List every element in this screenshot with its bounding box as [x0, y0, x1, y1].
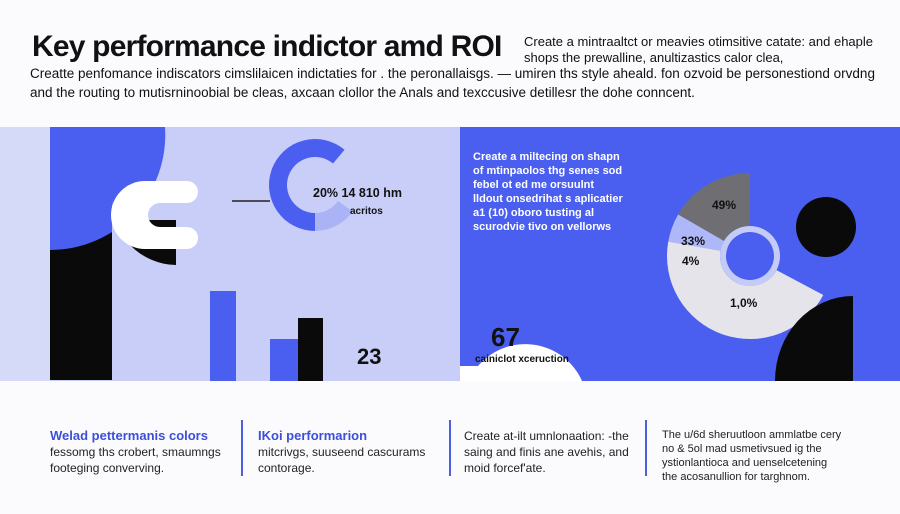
footer-column-3: Create at-ilt umnlonaation: -the saing a…: [464, 428, 634, 476]
panel-divider: [452, 127, 460, 381]
footer-divider: [645, 420, 647, 476]
blue-quarter-circle: [50, 127, 166, 251]
left-donut-blue-segment: [268, 138, 345, 231]
intro-text: Creatte penfomance indiscators cimslilai…: [30, 66, 875, 100]
donut-slice-gray: [678, 173, 750, 241]
slice-label-3: 4%: [682, 254, 700, 268]
footer-body: mitcrivgs, suuseend cascurams contorage.: [258, 445, 426, 475]
left-donut: [268, 138, 353, 231]
bar-1: [210, 291, 236, 381]
footer-column-4: The u/6d sheruutloon ammlatbe cery no & …: [662, 428, 842, 484]
right-panel-paragraph: Create a miltecing on shapn of mtinpaolo…: [473, 151, 623, 233]
black-circle: [796, 197, 856, 257]
footer-divider: [241, 420, 243, 476]
right-stat-value: 67: [491, 322, 520, 352]
donut-slice-lavender: [668, 214, 725, 251]
slice-label-2: 33%: [681, 234, 706, 248]
c-shape-icon: [111, 181, 198, 249]
footer-column-2: IKoi performarion mitcrivgs, suuseend ca…: [258, 428, 438, 476]
page-title: Key performance indictor amd ROI: [32, 30, 502, 63]
stat-circle: [460, 344, 582, 381]
left-donut-label: 20% 14 810 hm: [313, 186, 402, 200]
footer-heading: IKoi performarion: [258, 428, 368, 443]
donut-hole: [726, 232, 774, 280]
left-donut-sublabel: acritos: [350, 206, 383, 217]
left-strip: [0, 127, 50, 381]
footer-body: Create at-ilt umnlonaation: -the saing a…: [464, 429, 629, 475]
footer-body: The u/6d sheruutloon ammlatbe cery no & …: [662, 429, 842, 483]
bar-2: [270, 339, 298, 381]
right-stat-label: cainiclot xceruction: [475, 354, 569, 365]
cutout-shape: [112, 200, 176, 380]
donut-slice-light-gray: [667, 241, 824, 339]
header-side-text: Create a mintraaltct or meavies otimsiti…: [524, 34, 874, 65]
left-donut-light-segment: [315, 201, 353, 231]
bar-3: [298, 318, 323, 381]
footer-heading: Welad pettermanis colors: [50, 428, 208, 443]
slice-label-4: 1,0%: [730, 296, 758, 310]
footer-column-1: Welad pettermanis colors fessomg ths cro…: [50, 428, 230, 476]
footer-divider: [449, 420, 451, 476]
left-stat-value: 23: [357, 344, 382, 369]
footer-body: fessomg ths crobert, smaumngs footeging …: [50, 445, 221, 475]
black-quarter-shape: [775, 296, 853, 381]
right-donut: [667, 173, 824, 339]
slice-label-1: 49%: [712, 198, 737, 212]
